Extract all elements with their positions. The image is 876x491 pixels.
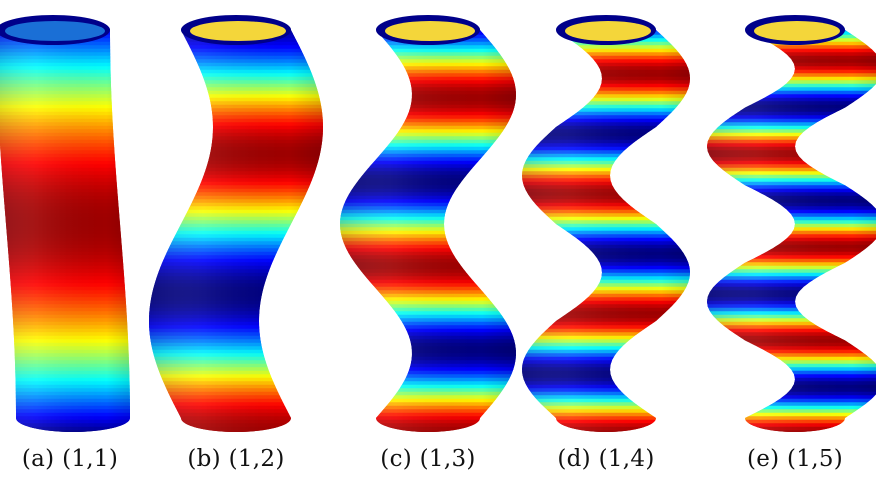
surface-colour-field <box>340 16 516 432</box>
surface-colour-field <box>0 16 130 432</box>
surface-panel-11 <box>0 15 130 432</box>
caption-b: (b) (1,2) <box>187 446 284 472</box>
tube-top-opening <box>385 21 475 41</box>
caption-label: (d) <box>557 446 591 472</box>
tube-top-opening <box>754 21 840 41</box>
caption-c: (c) (1,3) <box>380 446 475 472</box>
tube-top-opening <box>190 21 286 41</box>
tube-top-opening <box>565 21 651 41</box>
panels-group <box>0 15 876 432</box>
caption-label: (c) <box>380 446 413 472</box>
caption-label: (b) <box>187 446 221 472</box>
surface-panel-15 <box>707 15 876 432</box>
caption-mode: (1,4) <box>598 446 655 472</box>
surface-colour-field <box>522 16 690 432</box>
tube-top-opening <box>5 21 105 41</box>
caption-mode: (1,2) <box>228 446 285 472</box>
caption-label: (a) <box>21 446 55 472</box>
caption-e: (e) (1,5) <box>747 446 843 472</box>
caption-label: (e) <box>746 446 780 472</box>
surface-panel-12 <box>149 15 323 432</box>
caption-d: (d) (1,4) <box>557 446 654 472</box>
caption-mode: (1,1) <box>62 446 119 472</box>
surface-panel-13 <box>340 15 516 432</box>
caption-mode: (1,5) <box>787 446 844 472</box>
surface-colour-field <box>707 16 876 432</box>
surface-colour-field <box>149 16 323 432</box>
caption-a: (a) (1,1) <box>22 446 118 472</box>
surface-panel-14 <box>522 15 690 432</box>
caption-mode: (1,3) <box>419 446 476 472</box>
